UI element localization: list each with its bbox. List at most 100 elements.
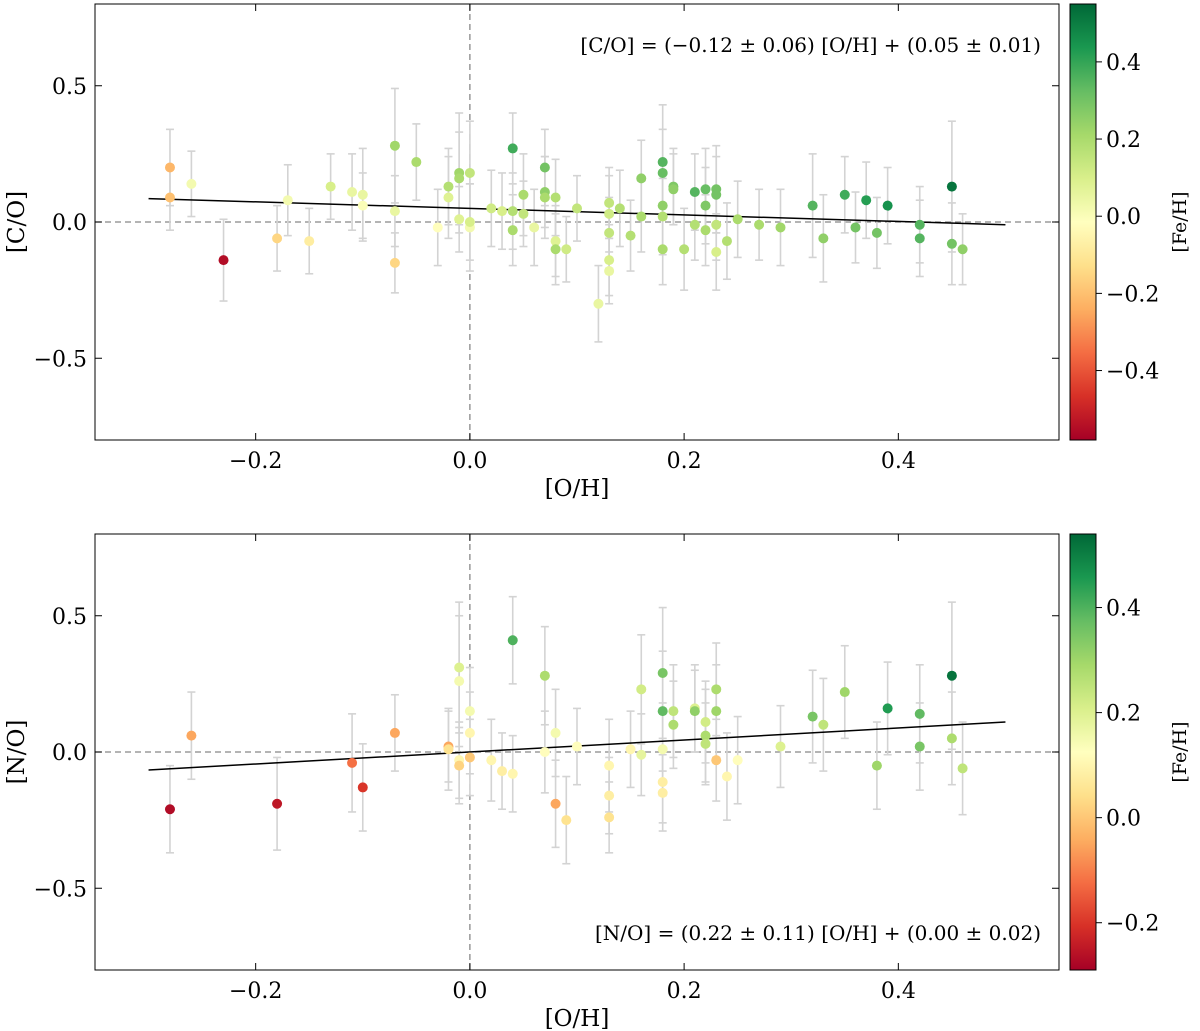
panel-co-data-point: [818, 233, 829, 244]
panel-no-data-point: [711, 706, 722, 717]
panel-no-data-point: [957, 763, 968, 774]
panel-no-data-point: [871, 760, 882, 771]
panel-no-data-point: [604, 790, 615, 801]
panel-co-colorbar-tick-label: 0.2: [1106, 128, 1141, 153]
panel-no-y-axis-title: [N/O]: [4, 720, 30, 785]
panel-co-data-point: [614, 203, 625, 214]
panel-co-data-point: [657, 157, 668, 168]
panel-no-y-axis: −0.5 0.0 0.5: [34, 605, 1059, 902]
panel-co-data-point: [572, 203, 582, 214]
panel-co-data-point: [604, 227, 615, 238]
panel-no-colorbar-ticks: −0.2 0.0 0.2 0.4: [1096, 597, 1159, 937]
panel-co-x-axis: −0.2 0.0 0.2 0.4: [229, 4, 916, 474]
panel-co-y-axis-title: [C/O]: [4, 191, 30, 253]
panel-no-data-point: [657, 776, 668, 787]
panel-co-data-point: [657, 244, 668, 255]
panel-co-y-tick-label: 0.5: [52, 75, 87, 100]
panel-co-data-point: [668, 184, 679, 195]
panel-co-data-point: [807, 200, 818, 211]
panel-co-data-point: [454, 173, 465, 184]
panel-co-data-point: [486, 203, 497, 214]
panel-co-data-point: [604, 208, 615, 219]
panel-co-points: [164, 140, 968, 309]
panel-co-y-tick-label: 0.0: [52, 211, 87, 236]
panel-co-data-point: [732, 214, 743, 225]
panel-no-data-point: [272, 798, 283, 809]
panel-co-data-point: [946, 238, 957, 249]
panel-no-data-point: [700, 738, 711, 749]
panel-co-data-point: [432, 222, 443, 233]
panel-no-data-point: [657, 744, 668, 755]
panel-no-data-point: [486, 755, 497, 766]
panel-co-data-point: [411, 157, 422, 168]
panel-co-data-point: [657, 200, 668, 211]
panel-no-data-point: [539, 747, 550, 757]
panel-no-data-point: [657, 787, 668, 798]
panel-co-data-point: [754, 219, 765, 230]
panel-co-data-point: [325, 181, 336, 192]
panel-co-data-point: [604, 266, 615, 277]
panel-co-x-tick-label: 0.0: [452, 449, 487, 474]
panel-no-data-point: [347, 757, 358, 768]
panel-co-y-axis: −0.5 0.0 0.5: [34, 75, 1059, 372]
panel-no-y-tick-label: 0.0: [52, 741, 87, 766]
panel-no-data-point: [464, 706, 475, 717]
panel-co-data-point: [561, 244, 572, 255]
panel-no-colorbar: [1069, 533, 1097, 971]
panel-no-data-point: [539, 670, 550, 681]
panel-no-y-tick-label: −0.5: [34, 877, 87, 902]
panel-co-data-point: [689, 187, 700, 198]
panel-co-data-point: [454, 214, 465, 225]
panel-co-data-point: [636, 173, 647, 184]
panel-no-data-point: [775, 741, 786, 752]
panel-no: −0.2 0.0 0.2 0.4 −0.5 0.0 0.5 [N/O] = (0.22 ±…: [4, 533, 1191, 1031]
panel-no-points: [164, 635, 968, 826]
panel-co-data-point: [721, 236, 732, 247]
panel-co-data-point: [946, 181, 957, 192]
panel-no-data-point: [443, 744, 454, 755]
panel-no-data-point: [497, 766, 508, 777]
panel-co-colorbar-tick-label: 0.0: [1106, 205, 1141, 230]
panel-no-data-point: [914, 708, 925, 719]
panel-co-data-point: [871, 227, 882, 238]
panel-co-data-point: [861, 195, 872, 206]
panel-co-data-point: [625, 230, 636, 241]
panel-no-data-point: [604, 760, 615, 771]
panel-co-data-point: [539, 162, 550, 173]
panel-no-data-point: [604, 812, 615, 823]
panel-co-data-point: [389, 206, 400, 217]
panel-co-data-point: [957, 244, 968, 255]
panel-no-data-point: [700, 730, 711, 741]
panel-no-x-axis-title: [O/H]: [545, 1006, 610, 1031]
panel-co-x-axis-title: [O/H]: [545, 476, 610, 502]
panel-no-data-point: [550, 727, 561, 738]
panel-no-data-point: [946, 670, 957, 681]
panel-co-colorbar-tick-label: 0.4: [1106, 51, 1141, 76]
panel-co-data-point: [347, 187, 358, 198]
panel-co-y-tick-label: −0.5: [34, 347, 87, 372]
panel-no-data-point: [807, 711, 818, 722]
panel-co-errorbars: [165, 87, 967, 343]
panel-co-data-point: [700, 184, 711, 195]
panel-co-data-point: [850, 222, 861, 233]
panel-co-data-point: [186, 178, 197, 189]
panel-co-data-point: [550, 236, 561, 247]
panel-co-x-tick-label: −0.2: [229, 449, 282, 474]
panel-no-data-point: [464, 752, 475, 763]
panel-co-data-point: [775, 222, 786, 233]
panel-co-data-point: [518, 189, 529, 200]
panel-co-colorbar: [1069, 3, 1097, 441]
panel-no-data-point: [464, 727, 475, 738]
panel-co-data-point: [657, 211, 668, 222]
panel-no-colorbar-tick-label: −0.2: [1106, 912, 1159, 937]
panel-co-data-point: [711, 189, 722, 200]
panel-co-data-point: [272, 233, 283, 244]
panel-co-data-point: [657, 167, 668, 178]
panel-no-data-point: [507, 768, 518, 779]
panel-no-data-point: [657, 667, 668, 678]
panel-co-x-tick-label: 0.2: [667, 449, 702, 474]
panel-no-fit-annotation: [N/O] = (0.22 ± 0.11) [O/H] + (0.00 ± 0.…: [595, 921, 1041, 945]
panel-co-data-point: [711, 219, 722, 230]
panel-co: −0.2 0.0 0.2 0.4 −0.5 0.0 0.5 [C/O] = (−0.12 …: [4, 3, 1191, 502]
